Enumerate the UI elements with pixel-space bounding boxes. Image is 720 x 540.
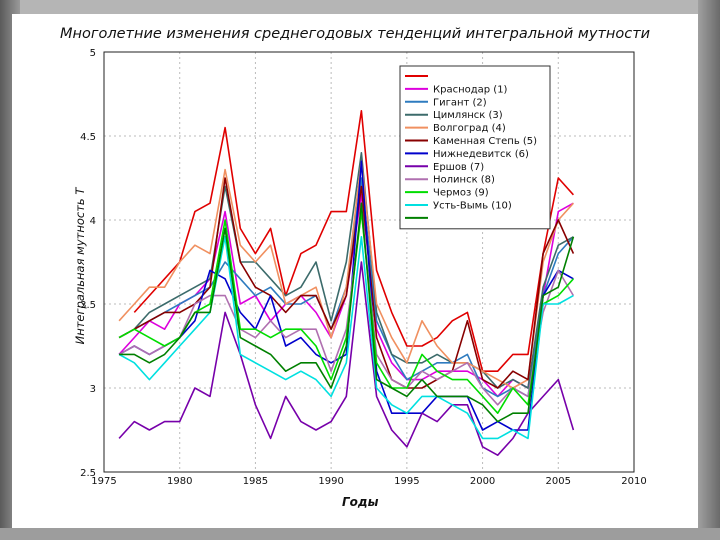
series-line-5: [118, 160, 574, 389]
legend-box: [399, 65, 551, 230]
y-tick-label: 3: [90, 384, 96, 395]
legend-label-6: Каменная Степь (5): [433, 136, 537, 147]
y-axis-label: Интегральная мутность T: [73, 187, 87, 345]
y-tick-label: 3.5: [80, 300, 96, 311]
y-tick-label: 4.5: [80, 132, 96, 143]
legend-label-8: Ершов (7): [433, 162, 484, 173]
legend-label-10: Чермоз (9): [433, 188, 489, 199]
series-line-3: [133, 177, 574, 398]
chart-title: Многолетние изменения среднегодовых тенд…: [60, 26, 651, 42]
legend-label-5: Волгоград (4): [433, 123, 506, 134]
series-line-12: [119, 202, 575, 423]
background-right-edge: [698, 0, 720, 540]
y-tick-label: 2.5: [80, 468, 96, 479]
legend-label-11: Усть-Вымь (10): [433, 201, 512, 212]
background-bottom: [0, 528, 720, 540]
series-line-11: [118, 236, 574, 440]
x-tick-label: 1995: [394, 476, 419, 487]
legend-label-3: Гигант (2): [433, 97, 487, 108]
legend-label-9: Нолинск (8): [433, 175, 495, 186]
legend-label-7: Нижнедевитск (6): [433, 149, 529, 160]
x-tick-label: 2010: [621, 476, 646, 487]
axis-ticks: 1975 1980 1985 1990 1995 2000 2005 2010 2.5 3 3.5 4…: [80, 48, 647, 487]
series-lines: [118, 110, 575, 457]
series-line-8: [118, 261, 575, 457]
y-tick-label: 4: [90, 216, 96, 227]
x-tick-label: 2005: [546, 476, 571, 487]
x-tick-label: 1980: [167, 476, 192, 487]
legend-label-2: Краснодар (1): [433, 84, 508, 95]
x-tick-label: 1985: [243, 476, 268, 487]
plot-frame: [103, 51, 635, 473]
x-tick-label: 1990: [318, 476, 343, 487]
series-line-1: [133, 110, 574, 373]
series-line-9: [118, 210, 575, 406]
x-tick-label: 1975: [91, 476, 116, 487]
legend: Краснодар (1) Гигант (2) Цимлянск (3) Волго…: [399, 65, 551, 230]
line-chart: 1975 1980 1985 1990 1995 2000 2005 2010 2.5 3 3.5 4…: [80, 48, 647, 487]
chart-panel: 1975 1980 1985 1990 1995 2000 2005 2010 2.5 3 3.5 4…: [12, 14, 698, 528]
x-tick-label: 2000: [470, 476, 495, 487]
background-top: [0, 0, 720, 14]
y-tick-label: 5: [90, 48, 96, 59]
legend-label-4: Цимлянск (3): [433, 110, 503, 121]
x-axis-label: Годы: [342, 495, 379, 509]
